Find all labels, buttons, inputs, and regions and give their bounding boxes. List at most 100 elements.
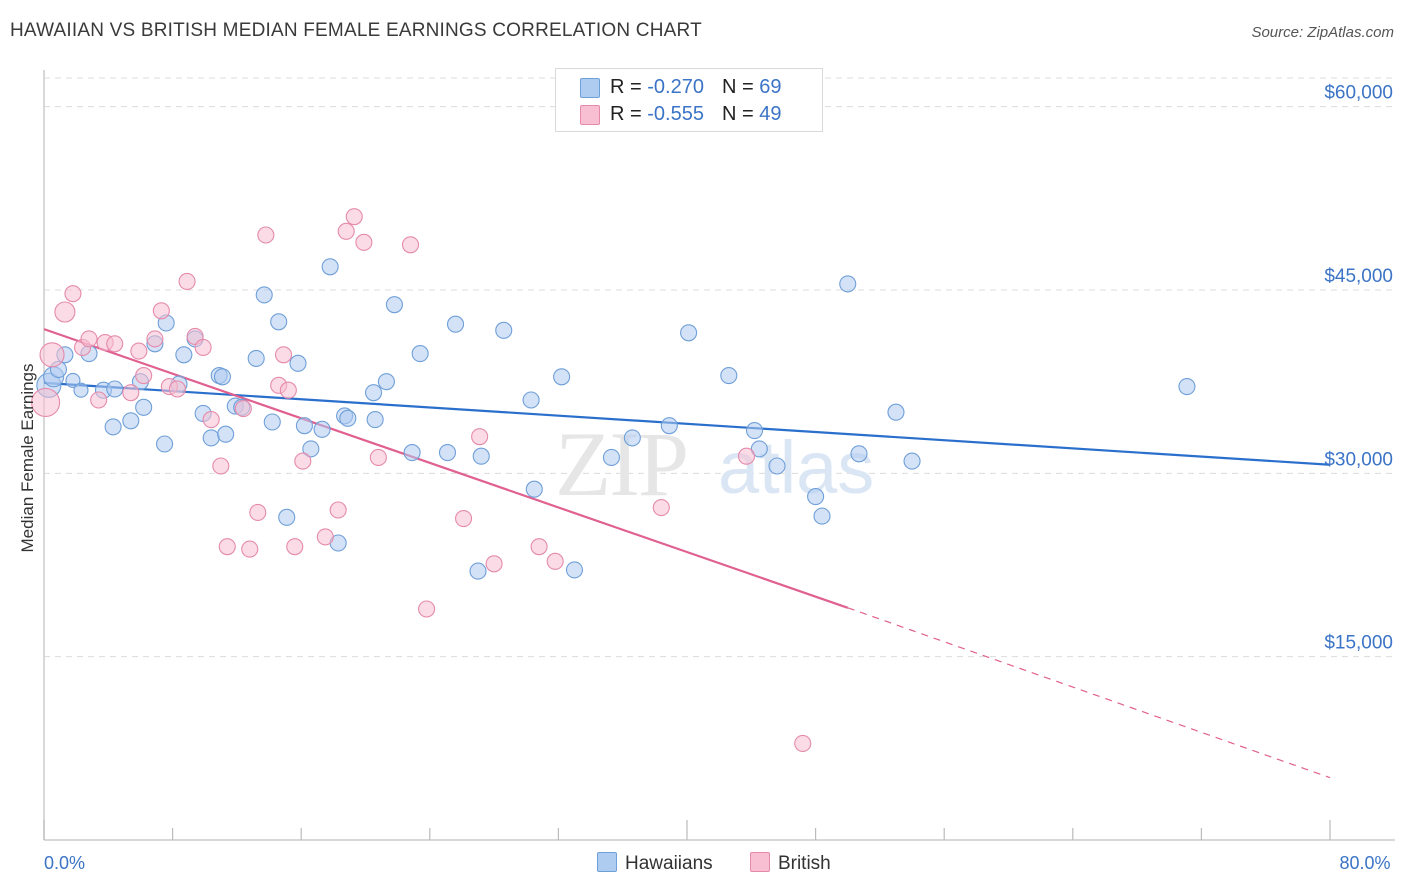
- british-point: [241, 540, 259, 558]
- hawaiians-point: [106, 380, 124, 398]
- hawaiians-point: [807, 488, 825, 506]
- hawaiians-point: [553, 368, 571, 386]
- british-point: [146, 330, 164, 348]
- hawaiians-point: [903, 452, 921, 470]
- hawaiians-point: [278, 508, 296, 526]
- british-point: [194, 338, 212, 356]
- hawaiians-point: [1178, 378, 1196, 396]
- hawaiians-trend-line: [43, 381, 1331, 466]
- british-point: [257, 226, 275, 244]
- hawaiians-point: [472, 447, 490, 465]
- british-point: [279, 381, 297, 399]
- axes: [43, 70, 1395, 841]
- hawaiians-point: [202, 429, 220, 447]
- british-point: [90, 391, 108, 409]
- british-point: [54, 301, 76, 323]
- british-point: [455, 510, 473, 528]
- watermark-atlas: atlas: [718, 426, 874, 509]
- hawaiians-point: [104, 418, 122, 436]
- hawaiians-point: [469, 562, 487, 580]
- british-point: [401, 236, 420, 254]
- british-point: [329, 501, 347, 519]
- british-legend-label: British: [777, 853, 831, 874]
- british-point: [64, 285, 82, 303]
- british-point: [168, 380, 186, 398]
- british-point: [286, 538, 304, 556]
- british-point: [485, 555, 503, 573]
- hawaiians-point: [495, 321, 513, 339]
- grid-lines: [44, 77, 1395, 658]
- legend-row-british: R = -0.555 N = 49: [580, 103, 781, 127]
- x-tick-label: 0.0%: [44, 853, 85, 873]
- hawaiians-swatch: [580, 77, 600, 98]
- hawaiians-point: [247, 349, 265, 367]
- source-label: Source: ZipAtlas.com: [1251, 24, 1394, 41]
- british-swatch: [580, 104, 600, 125]
- hawaiians-point: [122, 412, 140, 430]
- british-point: [130, 342, 148, 360]
- british-point: [546, 552, 564, 570]
- british-point: [737, 447, 756, 465]
- british-legend-swatch: [749, 852, 770, 872]
- hawaiians-point: [313, 420, 331, 438]
- axis-labels: $15,000 $30,000 $45,000 $60,000 0.0% 80.0% Med…: [18, 83, 1393, 873]
- british-point: [471, 428, 489, 446]
- british-point: [135, 367, 153, 385]
- hawaiians-point: [255, 286, 273, 304]
- hawaiians-point: [680, 324, 698, 342]
- british-point: [294, 452, 312, 470]
- y-axis-label: Median Female Earnings: [18, 364, 37, 553]
- british-r-value: -0.555: [647, 103, 704, 125]
- y-tick-label: $60,000: [1324, 83, 1393, 104]
- hawaiians-point: [385, 296, 403, 314]
- hawaiians-point: [217, 425, 235, 443]
- hawaiians-point: [364, 384, 383, 402]
- british-point: [80, 330, 98, 348]
- hawaiians-point: [339, 409, 357, 427]
- trend-lines: [43, 328, 1331, 779]
- british-point: [178, 272, 196, 290]
- british-point: [202, 411, 220, 429]
- hawaiians-point: [750, 440, 768, 458]
- british-point: [106, 335, 124, 353]
- hawaiians-point: [295, 417, 313, 435]
- hawaiians-point: [522, 391, 540, 409]
- x-tick-label: 80.0%: [1339, 853, 1390, 873]
- legend-hawaiians[interactable]: Hawaiians: [597, 852, 713, 875]
- hawaiians-point: [175, 346, 193, 364]
- british-trend-extension: [847, 607, 1331, 779]
- y-tick-label: $45,000: [1324, 266, 1393, 287]
- hawaiians-point: [565, 561, 584, 579]
- correlation-legend: R = -0.270 N = 69 R = -0.555 N = 49: [555, 68, 823, 132]
- british-point: [39, 342, 65, 368]
- hawaiians-point: [411, 345, 429, 363]
- british-point: [530, 538, 548, 556]
- watermark: ZIP atlas: [555, 413, 874, 515]
- hawaiians-point: [65, 372, 81, 388]
- hawaiians-point: [135, 398, 153, 416]
- british-point: [652, 499, 670, 517]
- hawaiians-point: [438, 444, 457, 462]
- british-point: [212, 457, 230, 475]
- hawaiians-point: [768, 457, 786, 475]
- series-legend: Hawaiians British: [597, 852, 863, 875]
- hawaiians-point: [813, 507, 831, 525]
- hawaiians-point: [720, 367, 738, 385]
- british-point: [234, 400, 252, 418]
- hawaiians-point: [263, 413, 281, 431]
- hawaiians-legend-swatch: [597, 852, 617, 872]
- y-tick-label: $30,000: [1324, 449, 1393, 470]
- hawaiians-point: [213, 368, 231, 386]
- data-points: [31, 208, 1196, 752]
- british-point: [337, 222, 355, 240]
- y-tick-label: $15,000: [1324, 633, 1393, 654]
- hawaiians-legend-label: Hawaiians: [625, 853, 713, 874]
- british-trend-line: [43, 328, 849, 609]
- british-point: [345, 208, 363, 226]
- hawaiians-point: [403, 444, 421, 462]
- hawaiians-point: [446, 315, 465, 333]
- legend-british[interactable]: British: [749, 852, 831, 875]
- british-point: [152, 302, 170, 320]
- british-point: [31, 387, 61, 417]
